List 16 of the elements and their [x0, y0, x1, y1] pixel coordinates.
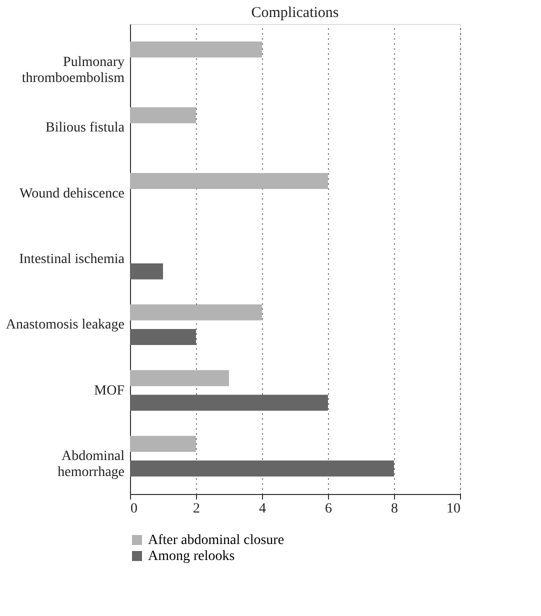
x-tick-label: 10: [446, 502, 460, 516]
y-tick-label: Intestinal ischemia: [19, 252, 126, 267]
chart-title: Complications: [251, 5, 339, 21]
x-tick-label: 8: [391, 502, 398, 516]
y-tick-label: MOF: [94, 383, 125, 398]
y-tick-label: Wound dehiscence: [20, 186, 124, 202]
legend-label: After abdominal closure: [148, 533, 284, 548]
x-tick-label: 6: [325, 502, 332, 516]
x-tick-label: 2: [193, 502, 200, 516]
x-tick-label: 0: [130, 502, 138, 516]
y-tick-label: Anastomosis leakage: [6, 318, 124, 333]
y-tick-label: Abdominal hemorrhage: [58, 449, 125, 480]
x-tick-label: 4: [259, 502, 266, 516]
y-tick-label: Pulmonary thromboembolism: [22, 54, 125, 86]
y-tick-label: Bilious fistula: [46, 120, 126, 136]
legend-label: Among relooks: [148, 549, 235, 564]
